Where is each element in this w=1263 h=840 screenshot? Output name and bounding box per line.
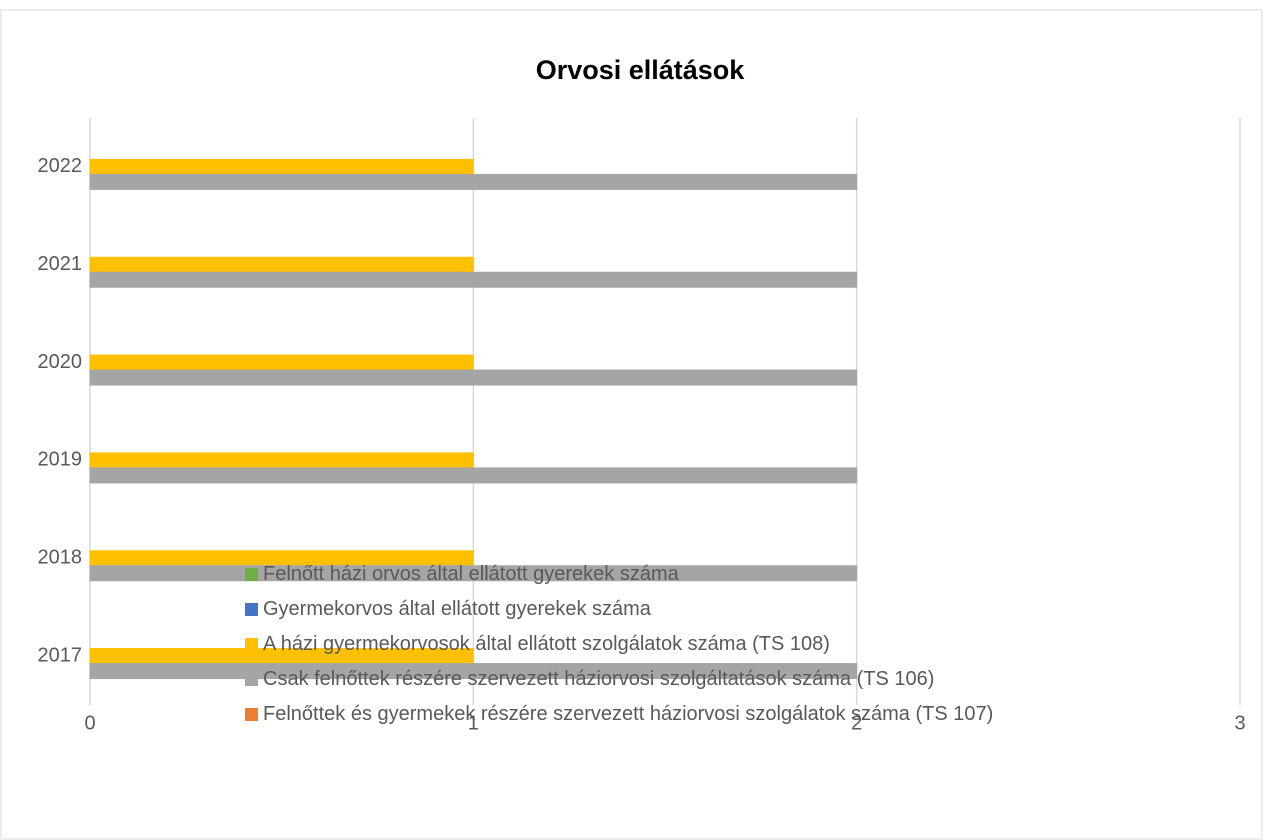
y-tick-label: 2018 (38, 547, 83, 569)
bar (89, 467, 858, 484)
legend-label: Gyermekorvos által ellátott gyerekek szá… (263, 598, 651, 620)
bar (89, 369, 858, 386)
bar (89, 256, 474, 273)
legend-label: A házi gyermekorvosok által ellátott szo… (263, 633, 830, 655)
bar (89, 271, 858, 288)
y-tick-label: 2019 (38, 449, 83, 471)
chart-border (0, 9, 1263, 840)
y-tick-label: 2017 (38, 644, 83, 666)
y-tick-label: 2020 (38, 351, 83, 373)
legend-item: Felnőtt házi orvos által ellátott gyerek… (245, 562, 1033, 587)
bar (89, 158, 474, 175)
x-tick-label: 3 (1234, 712, 1245, 734)
y-tick-label: 2022 (38, 155, 83, 177)
x-tick-label: 2 (851, 712, 862, 734)
legend-item: A házi gyermekorvosok által ellátott szo… (245, 632, 863, 657)
legend: Felnőtt házi orvos által ellátott gyerek… (245, 562, 1033, 737)
bar (89, 663, 858, 680)
bar (89, 452, 474, 469)
legend-label: Felnőtt házi orvos által ellátott gyerek… (263, 563, 679, 585)
chart-title: Orvosi ellátások (536, 55, 746, 85)
x-tick-label: 0 (84, 712, 95, 734)
legend-label: Csak felnőttek részére szervezett házior… (263, 668, 935, 690)
legend-swatch (245, 673, 258, 686)
bar (89, 173, 858, 190)
x-tick-label: 1 (468, 712, 479, 734)
legend-item: Felnőttek és gyermekek részére szervezet… (245, 702, 1033, 727)
bar (89, 565, 858, 582)
legend-swatch (245, 708, 258, 721)
legend-item: Csak felnőttek részére szervezett házior… (245, 667, 983, 692)
y-tick-label: 2021 (38, 253, 83, 275)
legend-swatch (245, 568, 258, 581)
legend-label: Felnőttek és gyermekek részére szervezet… (263, 703, 994, 725)
bar (89, 354, 474, 371)
legend-swatch (245, 638, 258, 651)
legend-item: Gyermekorvos által ellátott gyerekek szá… (245, 597, 1033, 622)
legend-swatch (245, 603, 258, 616)
